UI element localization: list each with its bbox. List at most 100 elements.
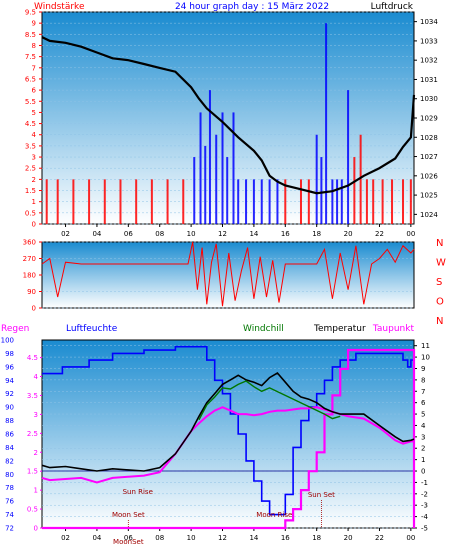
pressure-y-tick-label: 1026 [420, 172, 438, 180]
wind-y-tick-label: 8.5 [25, 31, 36, 39]
humidity-y-tick-label: 98 [5, 350, 14, 358]
wind-x-tick-label: 18 [312, 230, 321, 238]
temp-y-tick-label: 3 [421, 433, 425, 441]
wind-speed-bar [340, 179, 343, 224]
humidity-y-tick-label: 84 [5, 444, 14, 452]
rain-y-tick-label: 4.5 [27, 354, 38, 362]
temp-y-tick-label: 6 [421, 399, 426, 407]
wind-x-tick-label: 00 [406, 230, 415, 238]
pressure-y-tick-label: 1030 [420, 95, 438, 103]
temp-y-tick-label: 4 [421, 422, 426, 430]
wind-speed-bar [276, 179, 279, 224]
wind-y-tick-label: 7.5 [25, 53, 36, 61]
sun-moon-annotation: MoonSet [113, 538, 144, 546]
annotation-layer: Sun Rise Moon Set MoonSet Moon Rise Sun Set [112, 488, 335, 546]
wind-speed-bar [325, 23, 328, 224]
wind-speed-bar [208, 90, 211, 225]
wind-y-tick-label: 6.5 [25, 75, 36, 83]
rain-y-tick-label: 0 [34, 525, 38, 533]
pressure-y-tick-label: 1025 [420, 192, 438, 200]
direction-y-tick-label: 90 [27, 288, 36, 296]
pressure-y-tick-label: 1032 [420, 57, 438, 65]
wind-x-tick-label: 20 [344, 230, 353, 238]
wind-y-tick-label: 0 [32, 221, 36, 229]
legend-humidity: Luftfeuchte [66, 324, 118, 334]
wind-speed-bar [226, 157, 229, 224]
wind-speed-bar [221, 112, 224, 224]
climate-x-tick-label: 16 [281, 534, 290, 542]
humidity-y-tick-label: 88 [5, 417, 14, 425]
temp-y-tick-label: 7 [421, 388, 425, 396]
legend-windchill: Windchill [243, 324, 284, 334]
legend-rain: Regen [1, 324, 29, 334]
humidity-y-tick-label: 96 [5, 363, 14, 371]
humidity-y-tick-label: 80 [5, 471, 14, 479]
humidity-y-tick-label: 90 [5, 404, 14, 412]
wind-speed-bar [336, 179, 339, 224]
wind-speed-bar [150, 179, 153, 224]
temp-y-tick-label: -5 [421, 525, 428, 533]
climate-panel-bg [42, 340, 414, 528]
temp-y-tick-label: -3 [421, 502, 428, 510]
pressure-y-tick-label: 1024 [420, 211, 438, 219]
wind-y-tick-label: 3.5 [25, 142, 36, 150]
rain-y-tick-label: 3 [34, 411, 38, 419]
direction-y-tick-label: 270 [23, 255, 36, 263]
pressure-y-tick-label: 1029 [420, 115, 438, 123]
wind-x-tick-label: 12 [218, 230, 227, 238]
wind-speed-bar [182, 179, 185, 224]
temp-y-tick-label: 5 [421, 411, 425, 419]
wind-speed-bar [347, 90, 350, 225]
wind-speed-bar [232, 112, 235, 224]
climate-x-tick-label: 12 [218, 534, 227, 542]
temp-y-tick-label: 1 [421, 456, 425, 464]
temp-y-tick-label: -4 [421, 513, 429, 521]
wind-speed-bar [381, 179, 384, 224]
wind-y-tick-label: 2.5 [25, 165, 36, 173]
humidity-y-tick-label: 100 [1, 337, 14, 345]
rain-y-tick-label: 1 [34, 487, 38, 495]
wind-y-tick-label: 1.5 [25, 187, 36, 195]
wind-x-tick-label: 14 [249, 230, 258, 238]
wind-speed-bar [204, 145, 207, 224]
wind-speed-bar [135, 179, 138, 224]
wind-x-tick-label: 22 [375, 230, 384, 238]
humidity-y-tick-label: 72 [5, 525, 14, 533]
wind-speed-bar [372, 179, 375, 224]
pressure-y-tick-label: 1034 [420, 18, 438, 26]
rain-y-tick-label: 3.5 [27, 392, 38, 400]
legend-dewpoint: Taupunkt [372, 324, 415, 334]
temp-y-tick-label: 2 [421, 445, 425, 453]
wind-speed-bar [353, 157, 356, 224]
sun-moon-annotation: Moon Set [112, 511, 145, 519]
wind-speed-bar [56, 179, 59, 224]
wind-speed-bar [199, 112, 202, 224]
sun-moon-annotation: Sun Set [308, 491, 335, 499]
temp-y-tick-label: 9 [421, 365, 425, 373]
wind-x-tick-label: 10 [187, 230, 196, 238]
wind-y-tick-label: 0.5 [25, 209, 36, 217]
wind-speed-bar [359, 134, 362, 224]
wind-speed-bar [72, 179, 75, 224]
climate-x-tick-label: 02 [61, 534, 70, 542]
temp-y-tick-label: 10 [421, 354, 430, 362]
wind-speed-bar [320, 157, 323, 224]
wind-speed-bar [391, 179, 394, 224]
wind-speed-bar [307, 179, 310, 224]
compass-label: W [436, 258, 446, 269]
temperature-line [41, 371, 415, 472]
rain-line [42, 348, 416, 530]
temp-y-tick-label: -1 [421, 479, 428, 487]
compass-label: N [436, 238, 443, 249]
humidity-y-tick-label: 86 [5, 431, 14, 439]
climate-x-tick-label: 04 [92, 534, 101, 542]
wind-y-tick-label: 8 [32, 42, 36, 50]
wind-speed-bar [88, 179, 91, 224]
direction-y-tick-label: 0 [32, 305, 36, 313]
temp-y-tick-label: 11 [421, 342, 430, 350]
rain-y-tick-label: 2 [34, 449, 38, 457]
wind-speed-bar [268, 179, 271, 224]
wind-speed-bar [245, 179, 248, 224]
humidity-y-tick-label: 94 [5, 377, 14, 385]
